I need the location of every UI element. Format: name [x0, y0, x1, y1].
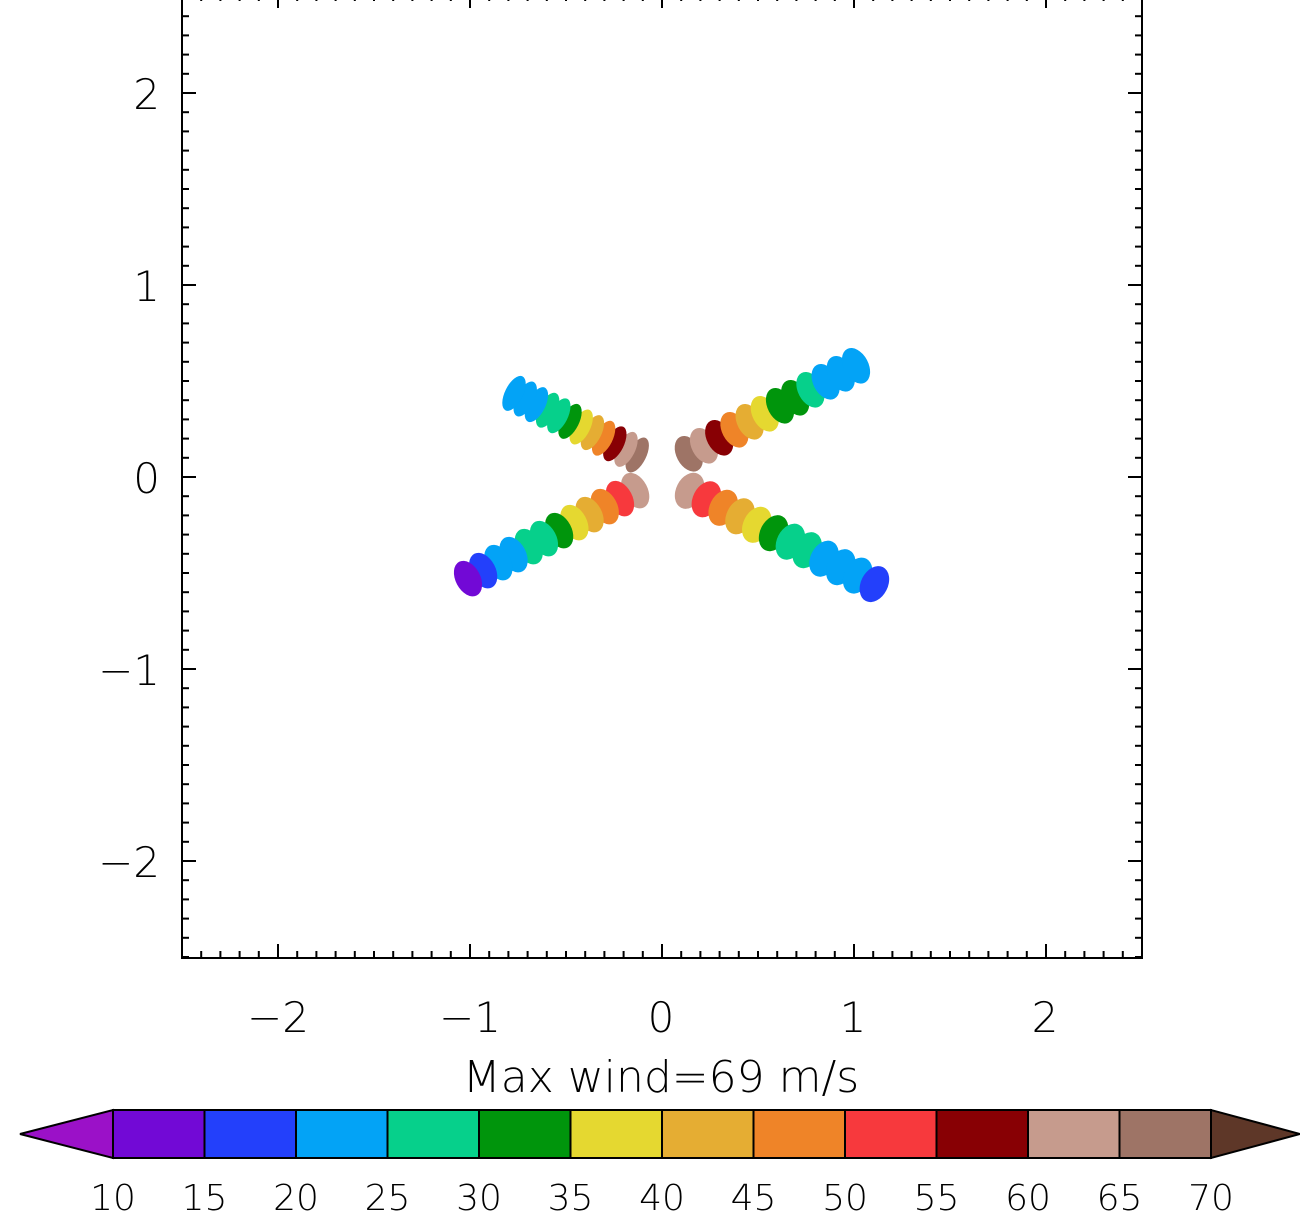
- x-tick-label: 1: [840, 993, 867, 1042]
- colorbar-segment: [754, 1110, 846, 1158]
- y-tick-label: 0: [133, 454, 160, 503]
- colorbar-segment: [845, 1110, 937, 1158]
- colorbar-under-arrow: [20, 1110, 113, 1158]
- plot-area: [182, 0, 1142, 958]
- colorbar-label: 30: [456, 1178, 502, 1219]
- colorbar-label: 20: [273, 1178, 319, 1219]
- colorbar-label: 25: [365, 1178, 411, 1219]
- x-tick-label: 0: [648, 993, 675, 1042]
- colorbar: [20, 1110, 1300, 1158]
- y-tick-label: −1: [98, 646, 160, 695]
- colorbar-label: 40: [639, 1178, 685, 1219]
- colorbar-segment: [479, 1110, 571, 1158]
- colorbar-label: 45: [731, 1178, 777, 1219]
- x-tick-labels: −2 −1 0 1 2: [247, 993, 1058, 1042]
- colorbar-segment: [571, 1110, 663, 1158]
- colorbar-label: 50: [822, 1178, 868, 1219]
- colorbar-labels: 10 15 20 25 30 35 40 45 50 55 60 65 70: [90, 1178, 1234, 1219]
- wind-arm-northeast: [669, 343, 876, 476]
- colorbar-label: 65: [1097, 1178, 1143, 1219]
- x-tick-label: −2: [247, 993, 309, 1042]
- major-ticks: [182, 0, 1142, 958]
- x-tick-label: 2: [1032, 993, 1059, 1042]
- colorbar-over-arrow: [1211, 1110, 1300, 1158]
- y-tick-labels: 2 1 0 −1 −2: [98, 70, 160, 887]
- colorbar-segment: [113, 1110, 205, 1158]
- colorbar-segment: [937, 1110, 1029, 1158]
- colorbar-segment: [662, 1110, 754, 1158]
- colorbar-label: 55: [914, 1178, 960, 1219]
- wind-arm-northwest: [497, 372, 653, 476]
- y-tick-label: 2: [133, 70, 160, 119]
- colorbar-label: 60: [1005, 1178, 1051, 1219]
- x-tick-label: −1: [439, 993, 501, 1042]
- colorbar-segment: [205, 1110, 297, 1158]
- minor-ticks: [182, 0, 1142, 958]
- colorbar-label: 15: [182, 1178, 228, 1219]
- y-tick-label: −2: [98, 838, 160, 887]
- colorbar-segment: [1120, 1110, 1212, 1158]
- colorbar-label: 70: [1188, 1178, 1234, 1219]
- wind-arm-southeast: [669, 468, 895, 607]
- plot-frame: [182, 0, 1142, 958]
- y-tick-label: 1: [133, 262, 160, 311]
- colorbar-segment: [1028, 1110, 1120, 1158]
- max-wind-caption: Max wind=69 m/s: [463, 1052, 859, 1103]
- colorbar-label: 35: [548, 1178, 594, 1219]
- colorbar-segment: [388, 1110, 480, 1158]
- wind-arms-layer: [448, 343, 895, 607]
- colorbar-segment: [296, 1110, 388, 1158]
- wind-arm-southwest: [448, 468, 655, 601]
- colorbar-label: 10: [90, 1178, 136, 1219]
